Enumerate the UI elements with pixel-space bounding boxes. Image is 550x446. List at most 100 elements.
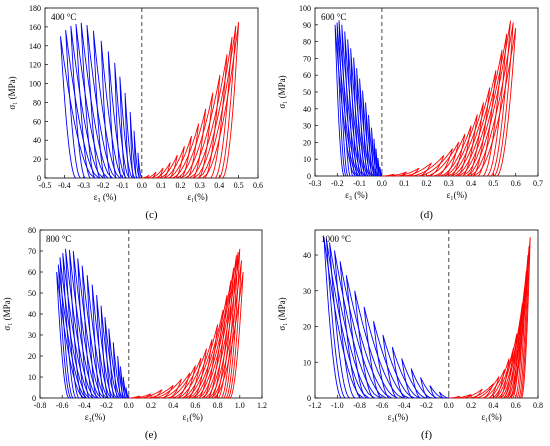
lateral-strain-curve-cycle-16 — [338, 20, 360, 177]
y-tick-label: 10 — [303, 358, 311, 367]
x-axis-label-lateral: ε₃ (%) — [94, 192, 117, 202]
axial-strain-curve-cycle-13 — [193, 36, 233, 179]
axial-strain-curve-cycle-6 — [417, 148, 453, 177]
y-tick-label: 80 — [28, 226, 36, 235]
x-tick-label: -0.1 — [353, 179, 366, 188]
panel-caption: (c) — [145, 209, 158, 221]
lateral-strain-curve-cycle-1 — [137, 152, 143, 179]
y-tick-label: 120 — [29, 61, 41, 70]
axial-strain-curve-cycle-12 — [189, 54, 228, 179]
panel-caption: (d) — [420, 209, 433, 221]
y-axis-label: σ₁ (MPa) — [277, 75, 287, 108]
axial-strain-curve-cycle-19 — [210, 260, 242, 399]
lateral-strain-curve-cycle-12 — [75, 24, 109, 179]
axial-strain-curve-cycle-3 — [395, 167, 420, 177]
x-tick-label: -0.2 — [420, 401, 433, 410]
lateral-strain-curve-cycle-8 — [373, 321, 410, 399]
x-tick-label: 0.0 — [137, 181, 147, 190]
y-tick-label: 40 — [303, 105, 311, 114]
x-tick-label: 0.1 — [399, 179, 409, 188]
lateral-strain-curve-cycle-13 — [70, 25, 104, 179]
x-axis-label-axial: ε₁(%) — [187, 192, 207, 202]
axial-strain-curve-cycle-9 — [439, 125, 472, 177]
lateral-strain-curve-cycle-19 — [57, 264, 87, 399]
lateral-strain-curve-cycle-10 — [356, 68, 371, 177]
x-tick-label: 0.8 — [533, 401, 543, 410]
x-tick-label: -0.3 — [309, 179, 322, 188]
lateral-strain-curve-cycle-5 — [371, 127, 378, 177]
y-tick-label: 140 — [29, 42, 41, 51]
axial-strain-curve-cycle-11 — [184, 324, 219, 399]
lateral-strain-curve-cycle-17 — [336, 22, 358, 177]
axial-strain-curve-cycle-20 — [213, 271, 244, 399]
axial-strain-curve-cycle-5 — [158, 154, 178, 179]
x-tick-label: 0.7 — [533, 179, 543, 188]
axial-strain-curve-cycle-15 — [462, 33, 508, 177]
lateral-strain-curve-cycle-20 — [56, 271, 85, 399]
y-tick-label: 60 — [28, 268, 36, 277]
axial-strain-curve-cycle-11 — [447, 102, 484, 177]
y-tick-label: 30 — [303, 122, 311, 131]
chart-panel-d: -0.3 -0.2 -0.1 0.0 0.1 0.2 0.3 0.4 0.5 0.6 0.7 0 10 2… — [277, 4, 543, 221]
lateral-strain-curve-cycle-16 — [323, 237, 364, 399]
x-tick-label: -0.8 — [353, 401, 366, 410]
lateral-strain-curve-cycle-5 — [401, 358, 427, 399]
y-tick-label: 50 — [28, 289, 36, 298]
axial-strain-curve-cycle-8 — [171, 123, 200, 179]
y-tick-label: 20 — [303, 138, 311, 147]
chart-panel-f: -1.2 -1.0 -0.8 -0.6 -0.4 -0.2 0.0 0.2 0.4 0.6 0.8 0… — [277, 229, 543, 441]
axial-strain-curve-cycle-4 — [468, 383, 494, 399]
lateral-strain-curve-cycle-5 — [119, 76, 133, 179]
lateral-strain-curve-cycle-12 — [339, 261, 387, 399]
y-tick-label: 60 — [303, 71, 311, 80]
axial-strain-curve-cycle-12 — [450, 87, 491, 177]
axial-strain-curve-cycle-14 — [507, 254, 529, 399]
x-tick-label: 1.0 — [235, 401, 245, 410]
y-tick-label: 20 — [33, 155, 41, 164]
x-tick-label: -0.2 — [331, 179, 344, 188]
y-axis-label: σ₁ (MPa) — [277, 297, 287, 330]
temperature-label: 800 °C — [46, 234, 71, 244]
lateral-strain-curve-cycle-4 — [124, 92, 136, 179]
chart-panel-c: -0.5 -0.4 -0.3 -0.2 -0.1 0.0 0.1 0.2 0.3 0.4 0.5 0.… — [7, 4, 263, 221]
x-axis-label-lateral: ε₃(%) — [388, 412, 408, 422]
panel-caption: (e) — [145, 429, 158, 441]
x-tick-label: -0.1 — [116, 181, 129, 190]
x-tick-label: 0.2 — [146, 401, 156, 410]
x-tick-label: 0.3 — [444, 179, 454, 188]
lateral-strain-curve-cycle-18 — [334, 24, 356, 177]
lateral-strain-curve-cycle-11 — [80, 22, 113, 179]
y-tick-label: 180 — [29, 4, 41, 13]
x-tick-label: -0.2 — [100, 401, 113, 410]
lateral-strain-curve-cycle-10 — [354, 290, 398, 399]
x-tick-label: 0.0 — [377, 179, 387, 188]
y-tick-label: 0 — [307, 394, 311, 403]
axial-strain-curve-cycle-18 — [473, 28, 517, 177]
lateral-strain-curve-cycle-14 — [329, 242, 375, 399]
x-tick-label: 0.1 — [156, 181, 166, 190]
axial-strain-curve-cycle-18 — [208, 248, 241, 399]
x-tick-label: -0.8 — [34, 401, 47, 410]
y-tick-label: 40 — [28, 310, 36, 319]
y-tick-label: 100 — [29, 80, 41, 89]
axial-strain-curve-cycle-3 — [139, 389, 163, 399]
axial-strain-curve-cycle-14 — [197, 25, 237, 179]
x-tick-label: -0.5 — [39, 181, 52, 190]
lateral-strain-curve-cycle-15 — [60, 36, 96, 179]
lateral-strain-curve-cycle-17 — [62, 253, 93, 399]
x-tick-label: 0.2 — [422, 179, 432, 188]
axial-strain-curve-cycle-11 — [184, 74, 221, 179]
x-tick-label: -0.2 — [97, 181, 110, 190]
x-tick-label: 0.5 — [488, 179, 498, 188]
y-tick-label: 30 — [303, 287, 311, 296]
y-tick-label: 30 — [28, 331, 36, 340]
x-tick-label: 0.6 — [511, 401, 521, 410]
axial-strain-curve-cycle-7 — [166, 365, 196, 399]
x-tick-label: -0.6 — [376, 401, 389, 410]
panel-caption: (f) — [421, 429, 432, 441]
x-tick-label: 0.4 — [466, 179, 476, 188]
axial-strain-curve-cycle-4 — [154, 162, 171, 179]
y-tick-label: 80 — [303, 38, 311, 47]
y-tick-label: 90 — [303, 21, 311, 30]
